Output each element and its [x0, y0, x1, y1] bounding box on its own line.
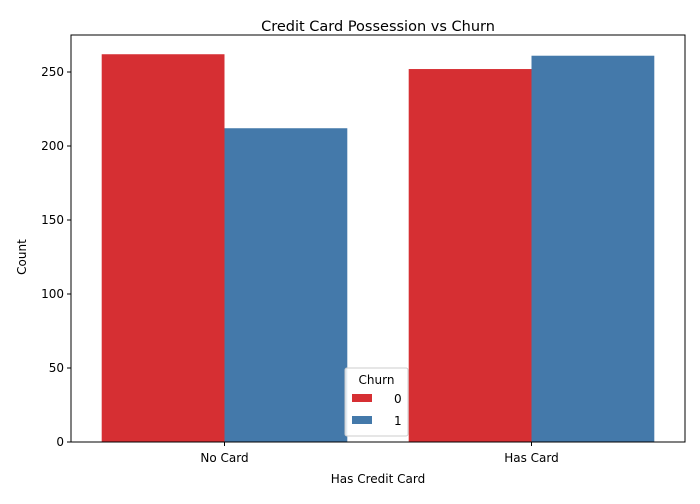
legend-label-1: 1	[394, 414, 402, 428]
legend: Churn 0 1	[344, 367, 409, 437]
bars-layer	[101, 54, 655, 443]
bar-no-card-churn-0	[101, 54, 225, 443]
bar-has-card-churn-0	[408, 69, 532, 442]
legend-swatch-1	[352, 416, 372, 424]
x-tick-label: No Card	[200, 451, 248, 465]
y-tick-label: 150	[41, 213, 64, 227]
plot-frame	[70, 34, 686, 443]
x-axis: No Card Has Card	[200, 442, 559, 465]
bar-no-card-churn-1	[224, 128, 348, 443]
y-tick-label: 200	[41, 139, 64, 153]
y-tick-label: 100	[41, 287, 64, 301]
x-tick-label: Has Card	[504, 451, 559, 465]
legend-swatch-0	[352, 394, 372, 402]
legend-label-0: 0	[394, 392, 402, 406]
y-tick-label: 250	[41, 65, 64, 79]
y-tick-label: 0	[56, 435, 64, 449]
y-axis-label: Count	[15, 239, 29, 275]
bar-has-card-churn-1	[531, 55, 655, 442]
x-axis-label: Has Credit Card	[331, 472, 425, 486]
y-tick-label: 50	[49, 361, 64, 375]
legend-title: Churn	[359, 373, 395, 387]
y-axis: 0 50 100 150 200 250	[41, 65, 71, 449]
chart-title: Credit Card Possession vs Churn	[261, 19, 495, 35]
